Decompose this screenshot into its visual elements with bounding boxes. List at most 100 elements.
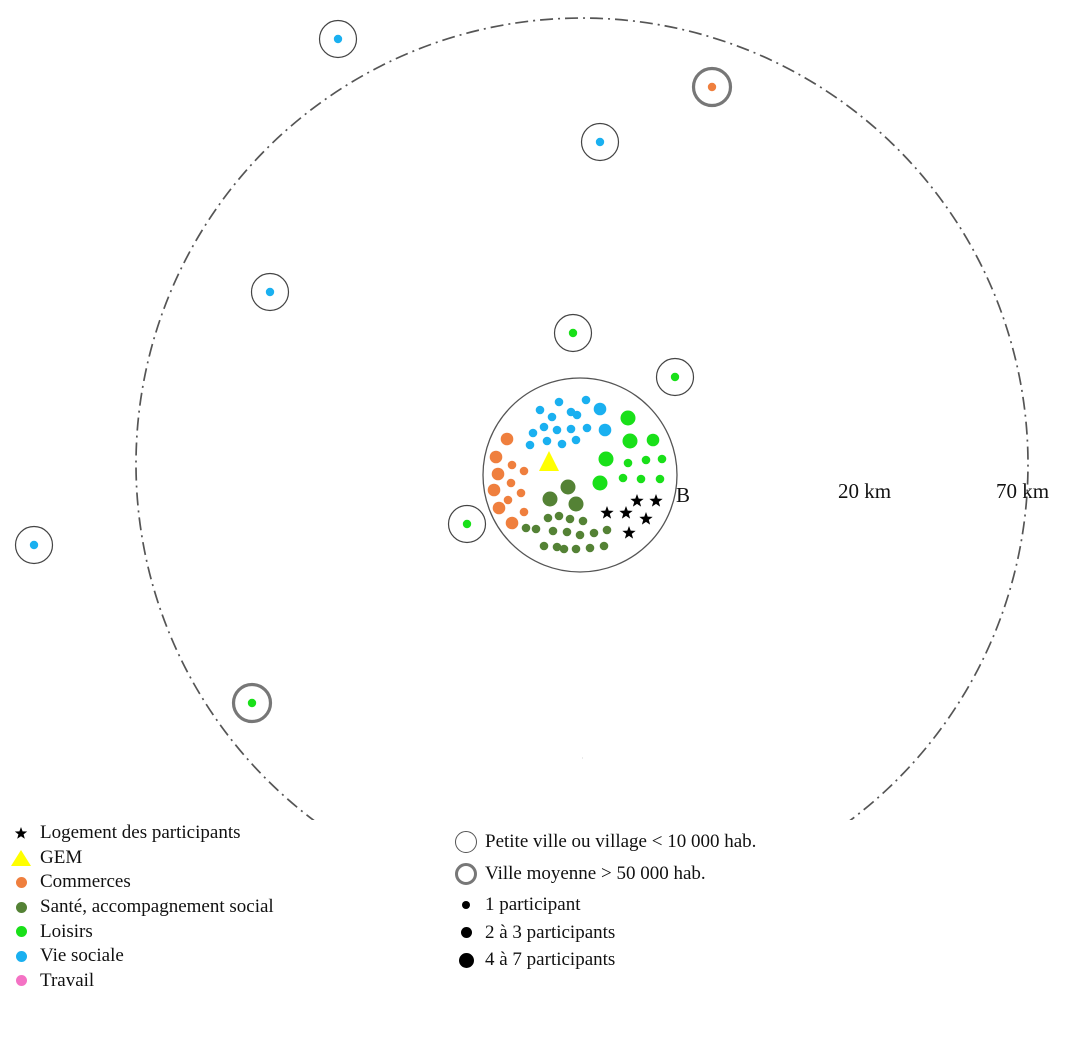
participant-dot	[516, 488, 526, 498]
legend-item-loisirs: Loisirs	[10, 919, 274, 944]
legend-label-loisirs: Loisirs	[40, 920, 93, 942]
participant-dot	[487, 483, 501, 497]
participant-dot	[707, 82, 717, 92]
triangle-icon	[11, 849, 31, 866]
participant-dot	[593, 402, 607, 416]
participant-dot	[657, 454, 667, 464]
legend-item-commerces: Commerces	[10, 870, 274, 895]
remote-locations	[14, 19, 733, 724]
ring-70km	[135, 17, 1029, 820]
location-marker	[250, 272, 290, 312]
legend-item-size-2: 2 à 3 participants	[455, 922, 756, 945]
participant-dot	[542, 436, 552, 446]
participant-dot	[519, 507, 529, 517]
legend-label-size-1: 1 participant	[485, 894, 581, 916]
participant-dot	[582, 423, 592, 433]
participant-dot	[578, 516, 588, 526]
participant-dot	[531, 524, 541, 534]
location-marker	[14, 525, 54, 565]
participant-dot	[568, 328, 578, 338]
legend-item-sante: Santé, accompagnement social	[10, 895, 274, 920]
legend-label-ville-moyenne: Ville moyenne > 50 000 hab.	[485, 862, 706, 884]
location-marker	[447, 504, 487, 544]
legend-label-sante: Santé, accompagnement social	[40, 896, 274, 918]
participant-dot	[525, 440, 535, 450]
participant-dot	[547, 412, 557, 422]
legend-sizes: Petite ville ou village < 10 000 hab. Vi…	[455, 831, 756, 977]
participant-dot	[581, 395, 591, 405]
vie-sociale-cluster	[525, 395, 612, 450]
participant-dot	[598, 451, 614, 467]
participant-dot	[623, 458, 633, 468]
legend-label-logement: Logement des participants	[40, 822, 241, 844]
thick-ring-icon	[455, 862, 477, 885]
location-marker	[655, 357, 695, 397]
participant-dot	[620, 410, 636, 426]
participant-dot	[489, 450, 503, 464]
participant-dot	[265, 287, 275, 297]
legend-item-size-1: 1 participant	[455, 894, 756, 917]
centre-label: B	[676, 483, 690, 507]
participant-dot	[598, 423, 612, 437]
participant-dot	[542, 491, 558, 507]
participant-dot	[528, 428, 538, 438]
participant-dot	[602, 525, 612, 535]
star-icon	[600, 506, 614, 519]
star-icon	[639, 512, 653, 525]
legend-label-size-3: 4 à 7 participants	[485, 949, 616, 971]
legend-label-travail: Travail	[40, 969, 95, 991]
participant-dot	[636, 474, 646, 484]
participant-dot	[29, 540, 39, 550]
participant-dot	[503, 495, 513, 505]
participant-dot	[599, 541, 609, 551]
location-marker	[231, 682, 273, 724]
legend-item-size-3: 4 à 7 participants	[455, 949, 756, 972]
sante-cluster	[521, 479, 612, 554]
centre-town-ring	[482, 377, 678, 573]
participant-dot	[641, 455, 651, 465]
location-marker	[580, 122, 620, 162]
legend-item-vie-sociale: Vie sociale	[10, 944, 274, 969]
participant-dot	[646, 433, 660, 447]
participant-dot	[655, 474, 665, 484]
sante-dot-icon	[15, 901, 27, 913]
distance-rings	[135, 17, 1029, 820]
participant-dot	[554, 397, 564, 407]
territory-map: B 20 km 70 km	[14, 17, 1049, 820]
loisirs-cluster	[592, 410, 667, 491]
location-marker	[553, 313, 593, 353]
participant-dot	[247, 698, 257, 708]
participant-dot	[543, 513, 553, 523]
participant-dot	[333, 34, 343, 44]
participant-dot	[507, 460, 517, 470]
participant-dot	[670, 372, 680, 382]
participant-dot	[568, 496, 584, 512]
participant-dot	[557, 439, 567, 449]
legend-label-vie-sociale: Vie sociale	[40, 945, 124, 967]
star-icon	[622, 526, 636, 539]
participant-dot	[572, 410, 582, 420]
legend-label-gem: GEM	[40, 846, 83, 868]
participant-dot	[559, 544, 569, 554]
participant-dot	[589, 528, 599, 538]
location-marker	[318, 19, 358, 59]
participant-dot	[565, 514, 575, 524]
participant-dot	[552, 542, 562, 552]
legend-label-commerces: Commerces	[40, 871, 131, 893]
participant-dot	[492, 501, 506, 515]
participant-dot	[566, 424, 576, 434]
logement-stars	[600, 494, 663, 539]
medium-dot-icon	[460, 927, 472, 939]
legend-item-logement: Logement des participants	[10, 821, 274, 846]
participant-dot	[539, 422, 549, 432]
participant-dot	[562, 527, 572, 537]
legend-label-size-2: 2 à 3 participants	[485, 921, 616, 943]
participant-dot	[539, 541, 549, 551]
star-icon	[14, 827, 28, 840]
thin-ring-icon	[455, 831, 477, 854]
participant-dot	[506, 478, 516, 488]
participant-dot	[575, 530, 585, 540]
centre-cluster	[482, 377, 678, 573]
star-icon	[649, 494, 663, 507]
legend-item-petite-ville: Petite ville ou village < 10 000 hab.	[455, 831, 756, 854]
